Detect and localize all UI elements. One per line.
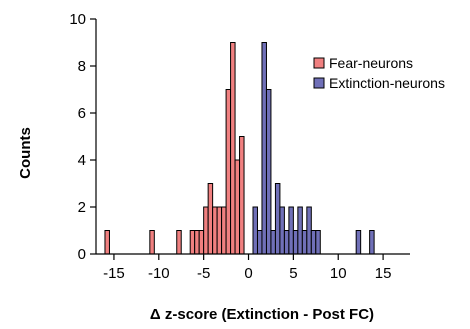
y-tick-label: 10 bbox=[69, 11, 86, 28]
bar-extinction bbox=[369, 230, 375, 255]
bar-fear bbox=[189, 230, 196, 255]
bar-extinction bbox=[288, 206, 294, 255]
bar-fear bbox=[176, 230, 182, 255]
bar-extinction bbox=[279, 206, 285, 255]
y-tick-label: 6 bbox=[78, 105, 86, 122]
bar-extinction bbox=[315, 230, 321, 255]
x-tick-label: 15 bbox=[375, 265, 392, 282]
bar-fear bbox=[234, 159, 241, 255]
bar-extinction bbox=[297, 206, 303, 255]
x-axis-title: Δ z-score (Extinction - Post FC) bbox=[150, 306, 374, 323]
bar-fear bbox=[194, 230, 200, 255]
legend: Fear-neurons Extinction-neurons bbox=[313, 55, 445, 91]
bar-extinction bbox=[274, 183, 281, 255]
ticks-layer: 0 2 4 6 8 10 -15 -10 -5 0 5 10 15 bbox=[69, 11, 391, 282]
bar-fear bbox=[221, 206, 227, 255]
x-tick-label: 10 bbox=[330, 265, 347, 282]
bar-extinction bbox=[355, 230, 362, 255]
bar-fear bbox=[198, 230, 205, 255]
legend-swatch-fear bbox=[313, 57, 325, 69]
bar-extinction bbox=[310, 230, 317, 255]
bar-fear bbox=[212, 206, 218, 255]
bar-fear bbox=[230, 42, 236, 255]
bar-extinction bbox=[265, 89, 272, 255]
x-tick-label: -10 bbox=[148, 265, 170, 282]
bar-fear bbox=[239, 136, 245, 255]
y-tick-label: 2 bbox=[78, 199, 86, 216]
legend-label-extinction: Extinction-neurons bbox=[329, 75, 445, 91]
bar-extinction bbox=[256, 230, 263, 255]
x-tick-label: -15 bbox=[103, 265, 125, 282]
y-tick-label: 4 bbox=[78, 152, 86, 169]
bar-extinction bbox=[301, 230, 308, 255]
legend-label-fear: Fear-neurons bbox=[329, 55, 413, 71]
bar-extinction bbox=[292, 230, 299, 255]
bar-extinction bbox=[306, 206, 312, 255]
bar-fear bbox=[225, 89, 232, 255]
y-tick-label: 0 bbox=[78, 246, 86, 263]
y-axis-title: Counts bbox=[17, 127, 34, 179]
bar-extinction bbox=[283, 230, 290, 255]
bars-layer bbox=[104, 42, 375, 255]
y-tick-label: 8 bbox=[78, 58, 86, 75]
legend-swatch-extinction bbox=[313, 77, 325, 89]
bar-fear bbox=[216, 206, 223, 255]
bar-extinction bbox=[270, 230, 276, 255]
bar-fear bbox=[203, 206, 209, 255]
x-tick-label: 5 bbox=[289, 265, 297, 282]
bar-fear bbox=[104, 230, 110, 255]
bar-fear bbox=[149, 230, 155, 255]
x-tick-label: 0 bbox=[244, 265, 252, 282]
axes-layer bbox=[95, 19, 410, 255]
bar-extinction bbox=[252, 206, 258, 255]
bar-fear bbox=[207, 183, 214, 255]
bar-extinction bbox=[261, 42, 267, 255]
x-tick-label: -5 bbox=[197, 265, 210, 282]
